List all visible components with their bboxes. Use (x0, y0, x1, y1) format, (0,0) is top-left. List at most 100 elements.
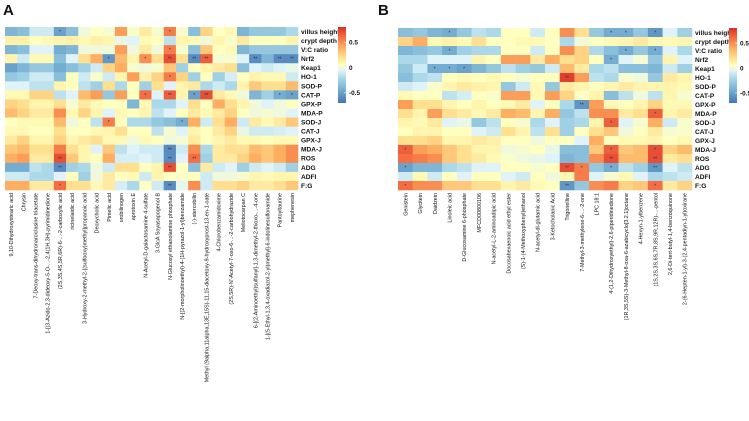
heatmap-cell (398, 163, 413, 173)
heatmap-cell (412, 118, 428, 128)
heatmap-cell (90, 90, 103, 100)
heatmap-cell (200, 63, 213, 73)
heatmap-cell (261, 117, 274, 127)
heatmap-cell (398, 136, 413, 146)
row-label: GPX-J (695, 138, 715, 145)
heatmap-cell (515, 100, 531, 110)
heatmap-cell (5, 153, 18, 164)
heatmap-cell (559, 82, 575, 92)
heatmap-cell (618, 91, 634, 101)
heatmap-cell (515, 46, 531, 56)
heatmap-cell (574, 172, 590, 182)
heatmap-cell (471, 172, 487, 182)
row-label: F:G (301, 183, 312, 190)
heatmap-cell (471, 154, 487, 164)
heatmap-cell (114, 135, 128, 146)
heatmap-cell (633, 91, 649, 101)
heatmap-cell (427, 100, 443, 110)
heatmap-cell (78, 81, 91, 91)
row-label: SOD-P (695, 84, 716, 91)
heatmap-cell (589, 73, 605, 83)
column-label: aprotoxin E (131, 193, 137, 221)
heatmap-cell (261, 162, 274, 173)
heatmap-cell (66, 90, 79, 100)
row-label: GPX-P (695, 102, 716, 109)
heatmap-cell (53, 135, 67, 146)
heatmap-cell (603, 118, 619, 128)
column-label: N-[(2-morpholinoethyl)-4-(1H-pyrazol-1-y… (180, 193, 186, 320)
heatmap-cell (151, 54, 165, 64)
colorbar-tick-label: -0.5 (740, 90, 749, 97)
heatmap-cell (574, 118, 590, 128)
heatmap-cell (212, 162, 226, 173)
heatmap-cell (273, 90, 287, 100)
heatmap-cell (662, 64, 678, 74)
heatmap-cell (456, 55, 472, 65)
heatmap-cell (29, 108, 42, 118)
column-label: 2,6-Di-tert-butyl-1,4-benzoquinone (668, 193, 674, 275)
heatmap-cell (647, 109, 663, 119)
heatmap-cell (163, 81, 177, 91)
heatmap-cell (236, 72, 250, 82)
heatmap-cell (647, 163, 663, 173)
heatmap-cell (442, 136, 458, 146)
heatmap-cell (200, 27, 213, 37)
heatmap-cell (603, 163, 619, 173)
heatmap-cell (17, 171, 30, 182)
heatmap-cell (249, 36, 262, 46)
heatmap-cell (603, 172, 619, 182)
heatmap-cell (589, 64, 605, 74)
heatmap-cell (677, 55, 693, 65)
heatmap-cell (662, 55, 678, 65)
heatmap-cell (677, 100, 693, 110)
heatmap-cell (559, 91, 575, 101)
column-label: 4-Chlorobenzamidoxime (217, 193, 223, 251)
heatmap-cell (427, 82, 443, 92)
heatmap-cell (41, 54, 55, 64)
heatmap-cell (574, 46, 590, 56)
heatmap-cell (53, 117, 67, 127)
significance-marker: * (404, 166, 406, 172)
heatmap-cell (114, 153, 128, 164)
heatmap-cell (212, 117, 226, 127)
column-label: N-acetyl-L-2-aminoadipic acid (492, 193, 498, 264)
heatmap-cell (677, 82, 693, 92)
heatmap-cell (662, 154, 678, 164)
heatmap-cell (127, 117, 140, 127)
heatmap-cell (261, 63, 274, 73)
heatmap-cell (249, 126, 262, 136)
heatmap-cell (618, 55, 634, 65)
heatmap-cell (163, 27, 177, 37)
significance-marker: * (144, 57, 146, 63)
heatmap-cell (212, 153, 226, 164)
heatmap-cell (236, 54, 250, 64)
significance-marker: * (448, 31, 450, 37)
heatmap-cell (66, 162, 79, 173)
row-label: ADG (301, 165, 316, 172)
heatmap-cell (139, 72, 152, 82)
heatmap-cell (261, 72, 274, 82)
heatmap-cell (29, 126, 42, 136)
heatmap-cell (530, 37, 546, 47)
heatmap-cell (29, 81, 42, 91)
heatmap-cell (647, 136, 663, 146)
heatmap-cell (471, 136, 487, 146)
heatmap-cell (515, 37, 531, 47)
heatmap-cell (224, 153, 238, 164)
heatmap-cell (188, 99, 201, 109)
heatmap-cell (285, 117, 299, 127)
heatmap-cell (261, 27, 274, 37)
heatmap-cell (471, 46, 487, 56)
heatmap-cell (559, 55, 575, 65)
significance-marker: ** (168, 147, 172, 153)
heatmap-cell (530, 109, 546, 119)
significance-marker: ** (580, 103, 584, 109)
heatmap-cell (486, 154, 502, 164)
heatmap-cell (78, 54, 91, 64)
heatmap-cell (500, 91, 516, 101)
row-label: Keap1 (695, 66, 715, 73)
heatmap-cell (574, 55, 590, 65)
heatmap-cell (515, 55, 531, 65)
heatmap-cell (188, 63, 201, 73)
heatmap-cell (427, 28, 443, 38)
